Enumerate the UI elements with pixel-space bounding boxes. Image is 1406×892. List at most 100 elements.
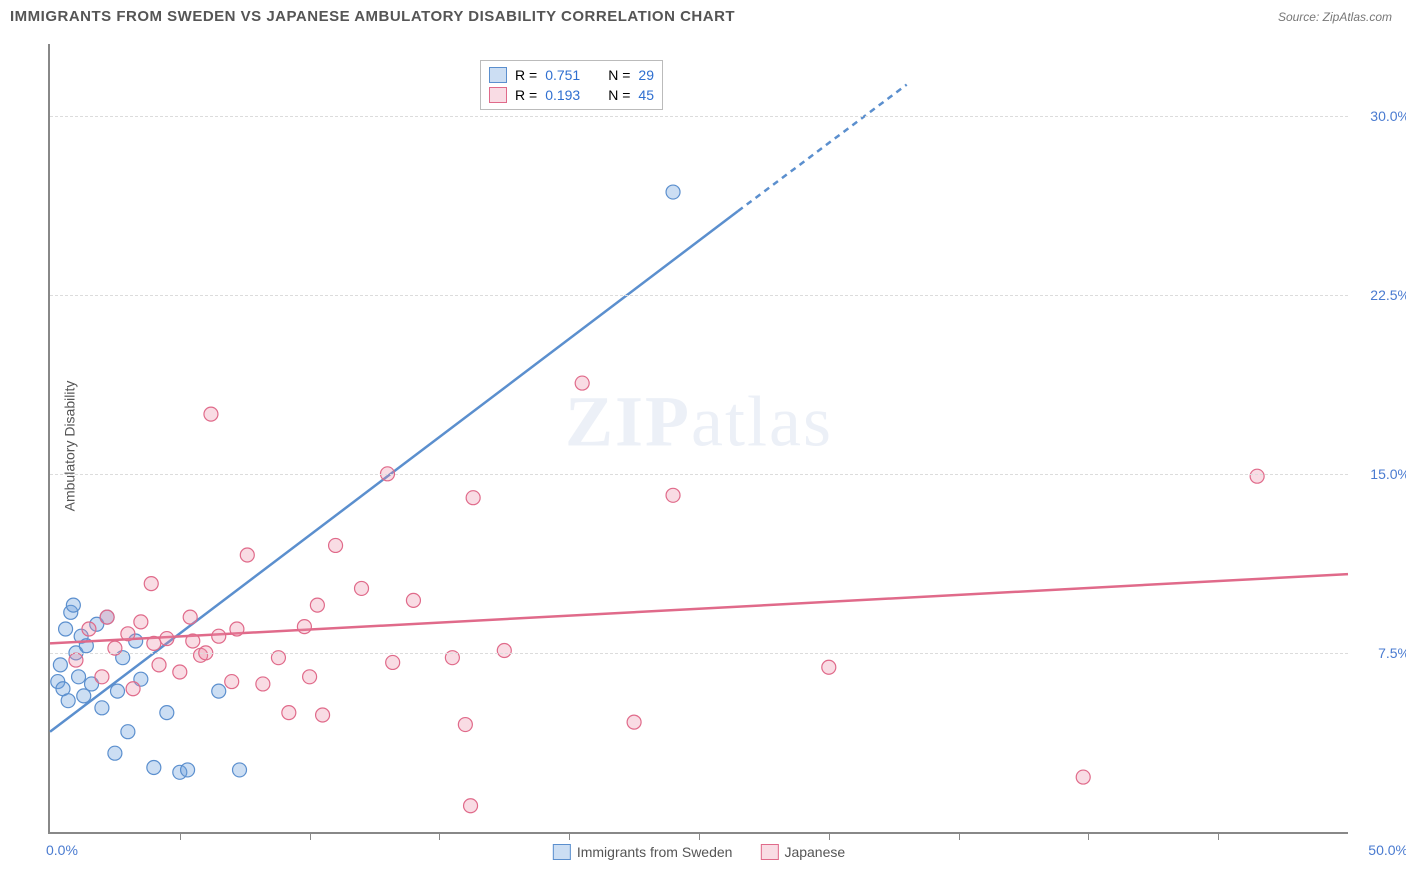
legend-r-value: 0.193 <box>545 85 580 105</box>
source-attribution: Source: ZipAtlas.com <box>1278 10 1392 24</box>
point-japanese <box>82 622 96 636</box>
legend-row: R = 0.193 N = 45 <box>489 85 654 105</box>
point-japanese <box>303 670 317 684</box>
x-axis-max-label: 50.0% <box>1368 842 1406 858</box>
point-japanese <box>100 610 114 624</box>
point-japanese <box>144 577 158 591</box>
point-sweden <box>95 701 109 715</box>
point-sweden <box>66 598 80 612</box>
x-tick <box>439 832 440 840</box>
x-tick <box>569 832 570 840</box>
point-sweden <box>110 684 124 698</box>
gridline <box>50 116 1348 117</box>
point-sweden <box>233 763 247 777</box>
point-japanese <box>240 548 254 562</box>
trend-line-dash-sweden <box>738 85 907 212</box>
point-sweden <box>121 725 135 739</box>
legend-swatch <box>760 844 778 860</box>
point-japanese <box>458 718 472 732</box>
legend-n-value: 45 <box>638 85 654 105</box>
point-japanese <box>134 615 148 629</box>
point-japanese <box>386 655 400 669</box>
point-japanese <box>160 632 174 646</box>
point-japanese <box>183 610 197 624</box>
point-japanese <box>464 799 478 813</box>
point-japanese <box>297 620 311 634</box>
y-tick-label: 22.5% <box>1370 287 1406 303</box>
y-tick-label: 15.0% <box>1370 466 1406 482</box>
point-sweden <box>72 670 86 684</box>
point-sweden <box>181 763 195 777</box>
point-sweden <box>77 689 91 703</box>
legend-n-value: 29 <box>638 65 654 85</box>
legend-swatch <box>553 844 571 860</box>
chart-svg <box>50 44 1348 832</box>
point-sweden <box>212 684 226 698</box>
point-sweden <box>666 185 680 199</box>
point-japanese <box>627 715 641 729</box>
point-sweden <box>147 761 161 775</box>
legend-r-label: R = <box>515 65 537 85</box>
gridline <box>50 474 1348 475</box>
legend-swatch <box>489 67 507 83</box>
point-japanese <box>212 629 226 643</box>
point-japanese <box>666 488 680 502</box>
point-japanese <box>310 598 324 612</box>
x-tick <box>699 832 700 840</box>
x-tick <box>310 832 311 840</box>
legend-r-label: R = <box>515 85 537 105</box>
point-sweden <box>160 706 174 720</box>
legend-bottom-item: Japanese <box>760 844 845 860</box>
point-sweden <box>61 694 75 708</box>
y-tick-label: 30.0% <box>1370 108 1406 124</box>
point-sweden <box>53 658 67 672</box>
y-tick-label: 7.5% <box>1378 645 1406 661</box>
point-japanese <box>126 682 140 696</box>
point-sweden <box>108 746 122 760</box>
point-japanese <box>186 634 200 648</box>
point-japanese <box>147 636 161 650</box>
legend-n-label: N = <box>608 65 630 85</box>
point-japanese <box>497 644 511 658</box>
x-axis-min-label: 0.0% <box>46 842 78 858</box>
point-sweden <box>59 622 73 636</box>
x-tick <box>1218 832 1219 840</box>
point-japanese <box>225 675 239 689</box>
chart-title: IMMIGRANTS FROM SWEDEN VS JAPANESE AMBUL… <box>10 8 735 25</box>
point-japanese <box>1076 770 1090 784</box>
legend-row: R = 0.751 N = 29 <box>489 65 654 85</box>
x-tick <box>180 832 181 840</box>
point-japanese <box>329 538 343 552</box>
point-japanese <box>230 622 244 636</box>
chart-container: IMMIGRANTS FROM SWEDEN VS JAPANESE AMBUL… <box>0 0 1406 892</box>
legend-swatch <box>489 87 507 103</box>
gridline <box>50 295 1348 296</box>
x-tick <box>959 832 960 840</box>
legend-label: Immigrants from Sweden <box>577 844 733 860</box>
point-japanese <box>204 407 218 421</box>
legend-bottom: Immigrants from Sweden Japanese <box>553 844 845 860</box>
point-japanese <box>1250 469 1264 483</box>
point-japanese <box>256 677 270 691</box>
legend-r-value: 0.751 <box>545 65 580 85</box>
point-japanese <box>69 653 83 667</box>
gridline <box>50 653 1348 654</box>
legend-n-label: N = <box>608 85 630 105</box>
point-japanese <box>355 581 369 595</box>
point-japanese <box>152 658 166 672</box>
plot-area: ZIPatlas R =0.751N =29R =0.193N =45 Immi… <box>48 44 1348 834</box>
point-japanese <box>316 708 330 722</box>
point-japanese <box>466 491 480 505</box>
legend-top: R = 0.751 N = 29 R = 0.193 N = 45 <box>480 60 663 110</box>
legend-bottom-item: Immigrants from Sweden <box>553 844 733 860</box>
point-japanese <box>575 376 589 390</box>
point-japanese <box>121 627 135 641</box>
point-japanese <box>406 593 420 607</box>
point-japanese <box>282 706 296 720</box>
point-japanese <box>95 670 109 684</box>
point-japanese <box>822 660 836 674</box>
x-tick <box>1088 832 1089 840</box>
point-japanese <box>173 665 187 679</box>
legend-label: Japanese <box>784 844 845 860</box>
x-tick <box>829 832 830 840</box>
